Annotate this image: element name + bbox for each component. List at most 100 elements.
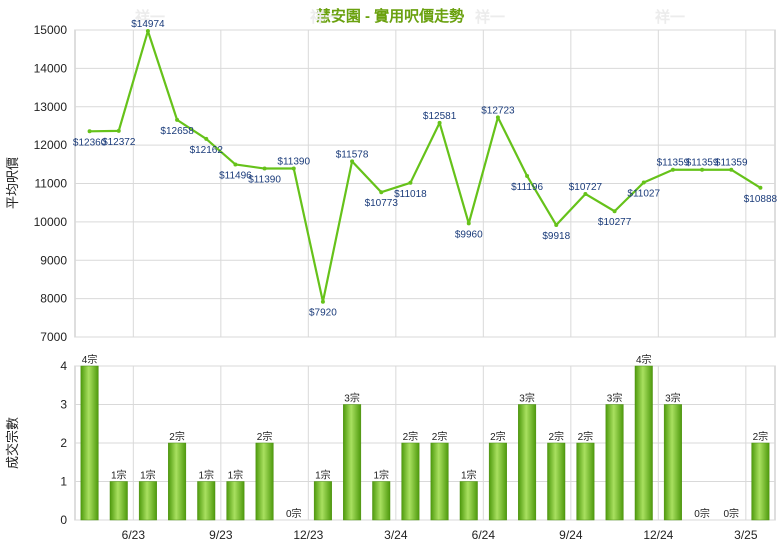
grid-layer bbox=[75, 29, 775, 521]
price-point bbox=[466, 221, 471, 226]
watermark-text: 祥一 bbox=[135, 8, 165, 26]
x-tick-label: 12/24 bbox=[643, 528, 673, 542]
volume-bar-label: 1宗 bbox=[111, 469, 127, 482]
volume-bar-label: 2宗 bbox=[578, 430, 594, 443]
price-point-label: $9918 bbox=[542, 231, 570, 242]
price-point bbox=[116, 128, 121, 133]
volume-bar-label: 3宗 bbox=[607, 392, 623, 405]
price-point-label: $11496 bbox=[219, 170, 252, 181]
price-point-label: $11027 bbox=[627, 188, 660, 199]
volume-bar bbox=[605, 404, 624, 521]
price-point-label: $12581 bbox=[423, 111, 457, 122]
price-point bbox=[145, 28, 150, 33]
price-point-label: $11390 bbox=[248, 175, 281, 186]
price-point-label: $12372 bbox=[102, 137, 136, 148]
price-point bbox=[262, 166, 267, 171]
volume-bar bbox=[226, 481, 245, 521]
volume-bar-label: 3宗 bbox=[344, 392, 360, 405]
price-point bbox=[87, 129, 92, 134]
price-point bbox=[729, 167, 734, 172]
price-point bbox=[641, 180, 646, 185]
x-tick-label: 6/23 bbox=[122, 528, 146, 542]
volume-bar bbox=[80, 365, 99, 521]
volume-bar-label: 1宗 bbox=[315, 469, 331, 482]
volume-bar-label: 2宗 bbox=[257, 430, 273, 443]
price-point-label: $12162 bbox=[190, 145, 224, 156]
volume-bar-label: 4宗 bbox=[636, 353, 652, 366]
price-point-label: $11359 bbox=[657, 158, 690, 169]
price-point bbox=[758, 185, 763, 190]
x-tick-label: 6/24 bbox=[472, 528, 496, 542]
volume-bar bbox=[197, 481, 216, 521]
watermark-text: 祥一 bbox=[310, 8, 340, 26]
price-point bbox=[320, 299, 325, 304]
watermark-text: 祥一 bbox=[475, 8, 505, 26]
volume-bar bbox=[751, 442, 770, 521]
volume-bar-label: 1宗 bbox=[140, 469, 156, 482]
price-point-label: $10277 bbox=[598, 217, 632, 228]
volume-bar-label: 1宗 bbox=[198, 469, 214, 482]
watermark-text: 祥一 bbox=[655, 8, 685, 26]
price-y-tick-label: 9000 bbox=[40, 253, 67, 267]
price-y-tick-label: 11000 bbox=[35, 177, 68, 191]
volume-bar bbox=[168, 442, 187, 521]
price-y-tick-label: 13000 bbox=[34, 100, 68, 114]
volume-bar bbox=[372, 481, 391, 521]
volume-bar bbox=[430, 442, 449, 521]
price-point-label: $12360 bbox=[73, 137, 107, 148]
volume-bar-label: 1宗 bbox=[373, 469, 389, 482]
price-point-label: $11196 bbox=[511, 182, 543, 193]
volume-bar bbox=[459, 481, 478, 521]
volume-bar bbox=[547, 442, 566, 521]
volume-y-tick-label: 4 bbox=[60, 359, 67, 373]
volume-bar-label: 0宗 bbox=[723, 507, 739, 520]
price-point bbox=[291, 166, 296, 171]
price-point bbox=[525, 173, 530, 178]
line-layer bbox=[87, 28, 763, 304]
price-point bbox=[408, 180, 413, 185]
volume-bar-label: 1宗 bbox=[461, 469, 477, 482]
volume-bar bbox=[138, 481, 157, 521]
price-point bbox=[379, 190, 384, 195]
price-point-label: $14974 bbox=[131, 19, 165, 30]
x-tick-label: 9/24 bbox=[559, 528, 583, 542]
volume-bar bbox=[663, 404, 682, 521]
x-tick-label: 3/24 bbox=[384, 528, 408, 542]
volume-bar bbox=[109, 481, 128, 521]
chart-title: 慧安園 - 實用呎價走勢 bbox=[316, 7, 464, 25]
volume-bar-label: 2宗 bbox=[432, 430, 448, 443]
price-point-label: $12658 bbox=[160, 126, 194, 137]
volume-bar-label: 2宗 bbox=[403, 430, 419, 443]
price-point bbox=[175, 117, 180, 122]
volume-bar bbox=[518, 404, 537, 521]
price-point-label: $12723 bbox=[481, 105, 515, 116]
volume-bar-label: 0宗 bbox=[694, 507, 710, 520]
price-point bbox=[554, 223, 559, 228]
price-point bbox=[670, 167, 675, 172]
x-tick-label: 12/23 bbox=[293, 528, 323, 542]
volume-bar-label: 0宗 bbox=[286, 507, 302, 520]
volume-bar bbox=[634, 365, 653, 521]
volume-bar bbox=[343, 404, 362, 521]
volume-bar-label: 4宗 bbox=[82, 353, 98, 366]
price-point-label: $11578 bbox=[336, 149, 369, 160]
volume-bar-label: 2宗 bbox=[490, 430, 506, 443]
volume-bar-label: 2宗 bbox=[548, 430, 564, 443]
volume-bar-label: 1宗 bbox=[228, 469, 244, 482]
price-point bbox=[437, 120, 442, 125]
price-y-tick-label: 8000 bbox=[40, 292, 67, 306]
price-y-tick-label: 15000 bbox=[34, 23, 68, 37]
price-y-tick-label: 7000 bbox=[40, 330, 67, 344]
price-point-label: $7920 bbox=[309, 308, 337, 319]
price-point bbox=[350, 159, 355, 164]
volume-bar-label: 2宗 bbox=[753, 430, 769, 443]
volume-y-axis-title: 成交宗數 bbox=[5, 417, 20, 469]
price-point bbox=[583, 191, 588, 196]
volume-y-tick-label: 1 bbox=[60, 475, 67, 489]
x-tick-label: 9/23 bbox=[209, 528, 233, 542]
price-point bbox=[204, 136, 209, 141]
price-point-label: $11359 bbox=[715, 158, 748, 169]
price-y-axis-title: 平均呎價 bbox=[5, 157, 20, 209]
volume-bar bbox=[313, 481, 332, 521]
